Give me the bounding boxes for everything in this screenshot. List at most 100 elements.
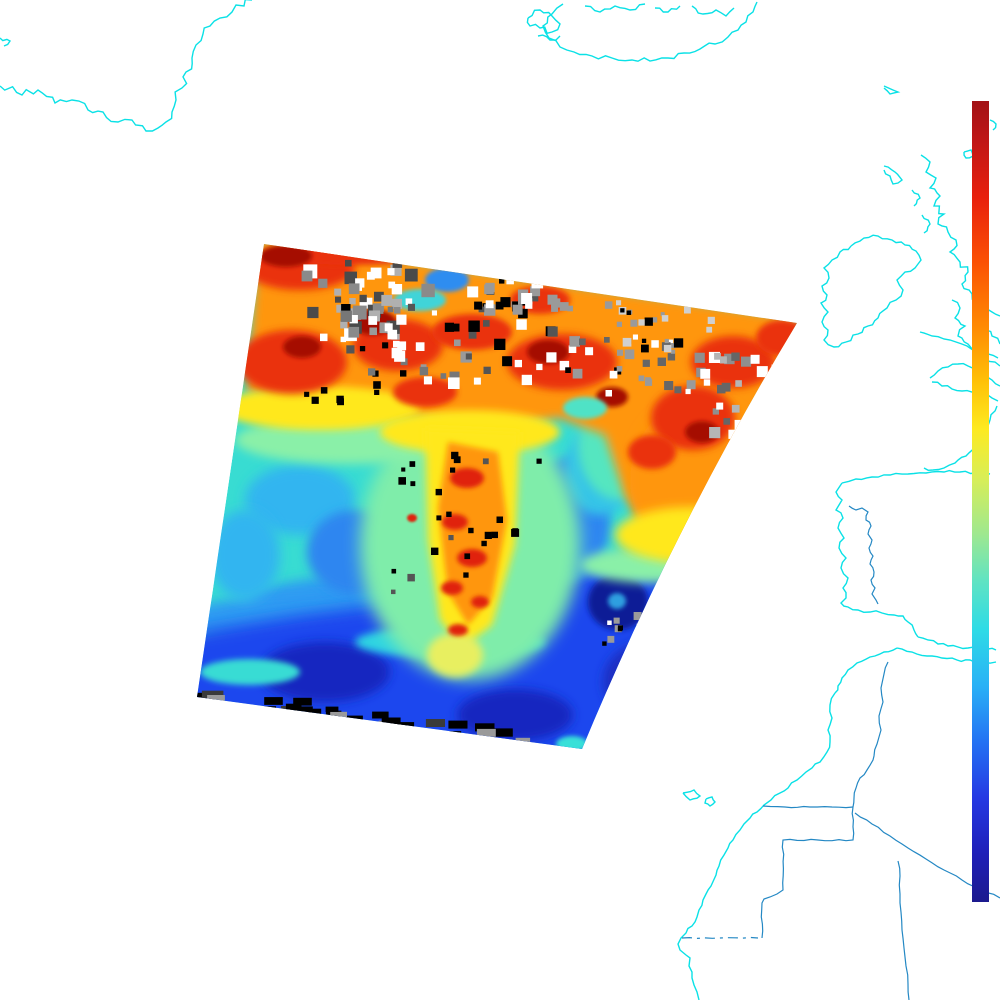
swath-region-43 <box>527 340 569 364</box>
speckle <box>340 336 346 343</box>
speckle <box>453 456 461 464</box>
speckle <box>642 359 650 367</box>
speckle <box>518 308 528 319</box>
speckle <box>756 366 768 378</box>
speckle <box>515 737 531 744</box>
speckle <box>531 259 539 267</box>
speckle <box>468 527 474 534</box>
speckle <box>369 310 380 322</box>
speckle <box>207 695 225 703</box>
speckle <box>425 719 445 727</box>
speckle <box>516 319 527 330</box>
speckle <box>700 368 711 379</box>
coastline-brittany-north <box>929 362 1000 387</box>
speckle <box>320 387 328 394</box>
speckle <box>484 284 494 295</box>
swath-region-9 <box>200 659 300 685</box>
speckle <box>476 728 496 737</box>
speckle <box>493 728 513 737</box>
speckle <box>405 298 413 305</box>
swath-region-5 <box>603 642 693 722</box>
speckle <box>264 697 283 705</box>
speckle <box>641 344 649 353</box>
speckles-gray-bits-top-right <box>604 300 715 353</box>
speckle <box>393 340 400 348</box>
speckle <box>514 267 521 274</box>
speckle <box>741 356 752 367</box>
speckle <box>617 349 624 356</box>
coastline-portugal-west-south-coast <box>835 482 919 638</box>
coastline-morocco-gibraltar-coast <box>834 647 898 694</box>
speckle <box>607 635 615 643</box>
speckle <box>512 304 523 315</box>
speckle <box>448 535 454 541</box>
speckle <box>398 477 406 485</box>
coastline-iceland-east-squiggle <box>691 5 735 17</box>
swath-region-37 <box>393 377 457 407</box>
speckle <box>349 298 356 305</box>
speckle <box>630 319 638 327</box>
swath-region-54 <box>448 624 468 636</box>
speckle <box>530 286 541 297</box>
speckle <box>409 461 416 467</box>
speckle <box>731 404 740 413</box>
speckle <box>674 386 682 394</box>
speckle <box>444 322 454 332</box>
speckle <box>292 706 313 715</box>
speckle <box>397 341 407 351</box>
speckle <box>440 731 462 740</box>
speckle <box>604 337 610 343</box>
speckle <box>673 338 684 348</box>
speckle <box>748 409 761 422</box>
speckle <box>311 396 319 404</box>
speckle <box>391 298 402 309</box>
speckle <box>735 380 742 387</box>
speckle <box>496 516 503 523</box>
speckle <box>485 300 494 309</box>
speckle <box>348 283 360 295</box>
speckle <box>622 337 632 347</box>
speckle <box>359 294 367 303</box>
speckle <box>337 398 344 406</box>
speckle <box>372 370 379 377</box>
speckle <box>644 378 653 386</box>
speckle <box>451 323 460 332</box>
coastline-iceland-south-coast <box>542 1 758 62</box>
speckle <box>448 720 468 729</box>
speckle <box>449 371 460 382</box>
speckle <box>633 632 639 639</box>
speckle <box>440 373 447 379</box>
speckle <box>346 345 355 354</box>
speckle <box>463 572 469 578</box>
speckle <box>624 349 635 360</box>
speckle <box>616 366 623 372</box>
speckle <box>531 259 537 265</box>
speckle <box>724 353 735 365</box>
speckles-tongue-black-specks <box>391 451 542 595</box>
speckle <box>602 641 607 646</box>
swath-region-50 <box>442 514 468 530</box>
speckle <box>559 360 570 371</box>
speckle <box>788 411 797 420</box>
speckle <box>613 617 620 624</box>
speckle <box>318 278 328 288</box>
speckle <box>260 706 277 713</box>
speckle <box>744 428 757 441</box>
speckle <box>387 329 398 340</box>
speckle <box>483 366 491 374</box>
swath-region-53 <box>471 596 489 608</box>
swath-region-7 <box>608 593 626 609</box>
speckle <box>400 370 407 377</box>
speckle <box>568 345 577 353</box>
speckle <box>774 410 788 424</box>
speckle <box>384 323 393 332</box>
speckle <box>668 339 674 345</box>
speckles-left-boundary-specks <box>304 387 380 406</box>
speckle <box>585 347 594 356</box>
border-portugal-spain-border <box>848 505 879 605</box>
speckle <box>484 304 496 316</box>
speckle <box>393 307 401 314</box>
speckle <box>388 281 396 289</box>
speckle <box>638 319 645 326</box>
